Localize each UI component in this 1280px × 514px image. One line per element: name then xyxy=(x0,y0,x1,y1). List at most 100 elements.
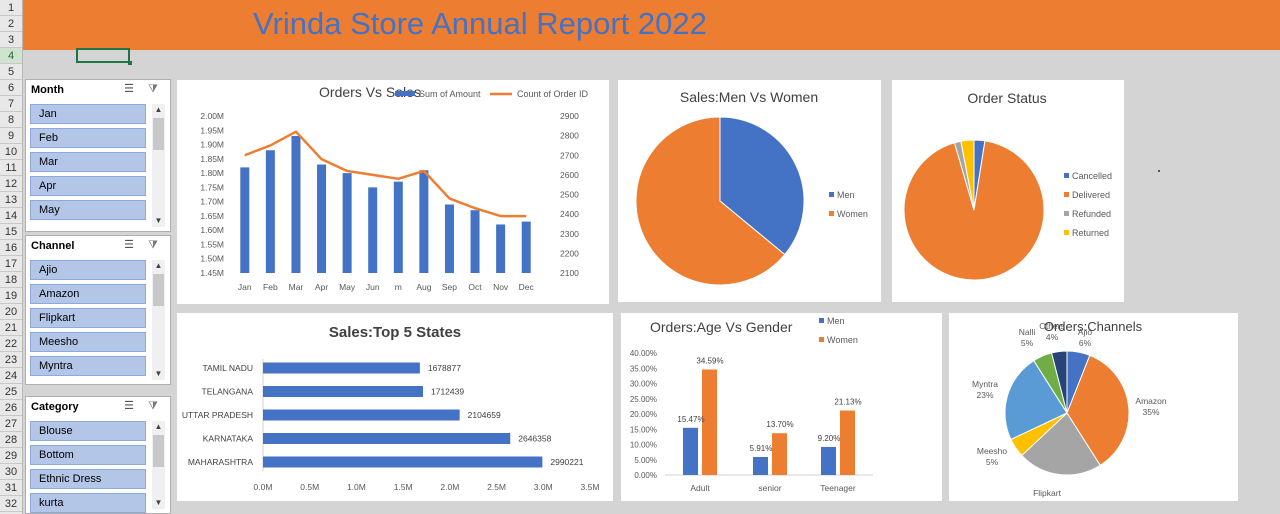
legend-swatch xyxy=(829,211,834,216)
legend-label: Women xyxy=(837,209,868,219)
row-number[interactable]: 15 xyxy=(0,224,22,240)
scroll-up-arrow[interactable]: ▲ xyxy=(154,422,163,431)
x-tick-label: Teenager xyxy=(820,483,856,493)
row-number[interactable]: 25 xyxy=(0,384,22,400)
slicer-scrollbar[interactable]: ▲ ▼ xyxy=(152,104,165,227)
category-slicer[interactable]: Category ☰ ⧩ Blouse Bottom Ethnic Dress kurta ▲… xyxy=(25,396,171,514)
row-number[interactable]: 28 xyxy=(0,432,22,448)
y-left-tick-label: 1.65M xyxy=(200,211,224,221)
row-number[interactable]: 9 xyxy=(0,128,22,144)
row-number[interactable]: 29 xyxy=(0,448,22,464)
x-tick-label: Feb xyxy=(263,282,278,292)
row-number[interactable]: 7 xyxy=(0,96,22,112)
row-number[interactable]: 31 xyxy=(0,480,22,496)
multi-select-icon[interactable]: ☰ xyxy=(124,239,134,251)
scroll-up-arrow[interactable]: ▲ xyxy=(154,105,163,114)
row-number[interactable]: 22 xyxy=(0,336,22,352)
row-number[interactable]: 27 xyxy=(0,416,22,432)
row-number[interactable]: 19 xyxy=(0,288,22,304)
x-tick-label: 0.5M xyxy=(300,482,319,492)
slice-label: Ajio xyxy=(1078,327,1092,337)
row-header-column[interactable]: 1 2 3 4 5 6 7 8 9 10 11 12 13 14 15 16 17 18 19 20 21 22 23 24 2… xyxy=(0,0,23,514)
row-number[interactable]: 21 xyxy=(0,320,22,336)
row-number[interactable]: 16 xyxy=(0,240,22,256)
order-status-panel: Order Status Cancelled Delivered Refunded Re… xyxy=(892,80,1124,302)
row-number[interactable]: 12 xyxy=(0,176,22,192)
clear-filter-icon[interactable]: ⧩ xyxy=(148,239,158,251)
slicer-item-ethnic-dress[interactable]: Ethnic Dress xyxy=(30,469,146,489)
row-number[interactable]: 11 xyxy=(0,160,22,176)
clear-filter-icon[interactable]: ⧩ xyxy=(148,83,158,95)
slicer-item-mar[interactable]: Mar xyxy=(30,152,146,172)
row-number[interactable]: 13 xyxy=(0,192,22,208)
scroll-down-arrow[interactable]: ▼ xyxy=(154,216,163,225)
slicer-item-bottom[interactable]: Bottom xyxy=(30,445,146,465)
channel-slicer[interactable]: Channel ☰ ⧩ Ajio Amazon Flipkart Meesho Myntra ▲… xyxy=(25,235,171,385)
legend-label: Cancelled xyxy=(1072,171,1112,181)
y-right-tick-label: 2900 xyxy=(560,111,579,121)
scroll-thumb[interactable] xyxy=(153,435,164,467)
slicer-item-may[interactable]: May xyxy=(30,200,146,220)
y-tick-label: 5.00% xyxy=(634,456,657,465)
slice-label: Myntra xyxy=(972,379,998,389)
data-label: 1712439 xyxy=(431,387,464,397)
slicer-item-jan[interactable]: Jan xyxy=(30,104,146,124)
row-number[interactable]: 24 xyxy=(0,368,22,384)
row-number[interactable]: 10 xyxy=(0,144,22,160)
row-number[interactable]: 4 xyxy=(0,48,22,64)
month-slicer[interactable]: Month ☰ ⧩ Jan Feb Mar Apr May ▲ ▼ xyxy=(25,79,171,232)
state-bar xyxy=(263,386,423,397)
legend-swatch xyxy=(1064,192,1069,197)
row-number[interactable]: 5 xyxy=(0,64,22,80)
x-tick-label: Apr xyxy=(315,282,328,292)
category-label: KARNATAKA xyxy=(203,434,254,444)
slicer-item-amazon[interactable]: Amazon xyxy=(30,284,146,304)
row-number[interactable]: 18 xyxy=(0,272,22,288)
x-tick-label: Dec xyxy=(519,282,535,292)
row-number[interactable]: 26 xyxy=(0,400,22,416)
x-tick-label: 2.5M xyxy=(487,482,506,492)
scroll-thumb[interactable] xyxy=(153,274,164,306)
sales-bar xyxy=(265,150,275,273)
scroll-down-arrow[interactable]: ▼ xyxy=(154,369,163,378)
slicer-item-apr[interactable]: Apr xyxy=(30,176,146,196)
row-number[interactable]: 1 xyxy=(0,0,22,16)
scroll-thumb[interactable] xyxy=(153,118,164,150)
report-banner: Vrinda Store Annual Report 2022 xyxy=(23,0,1280,50)
slicer-item-feb[interactable]: Feb xyxy=(30,128,146,148)
row-number[interactable]: 8 xyxy=(0,112,22,128)
men-bar xyxy=(821,446,836,475)
row-number[interactable]: 32 xyxy=(0,496,22,512)
row-number[interactable]: 20 xyxy=(0,304,22,320)
order-status-chart: Order Status Cancelled Delivered Refunded Re… xyxy=(903,90,1112,281)
x-tick-label: 3.0M xyxy=(534,482,553,492)
legend-label: Women xyxy=(827,335,858,345)
row-number[interactable]: 17 xyxy=(0,256,22,272)
clear-filter-icon[interactable]: ⧩ xyxy=(148,400,158,412)
slicer-item-meesho[interactable]: Meesho xyxy=(30,332,146,352)
slicer-item-kurta[interactable]: kurta xyxy=(30,493,146,513)
sales-men-women-chart: Sales:Men Vs Women Men Women xyxy=(635,89,868,286)
multi-select-icon[interactable]: ☰ xyxy=(124,400,134,412)
row-number[interactable]: 30 xyxy=(0,464,22,480)
slicer-item-myntra[interactable]: Myntra xyxy=(30,356,146,376)
row-number[interactable]: 23 xyxy=(0,352,22,368)
row-number[interactable]: 3 xyxy=(0,32,22,48)
multi-select-icon[interactable]: ☰ xyxy=(124,83,134,95)
row-number[interactable]: 6 xyxy=(0,80,22,96)
slicer-item-flipkart[interactable]: Flipkart xyxy=(30,308,146,328)
x-tick-label: Adult xyxy=(690,483,710,493)
y-tick-label: 0.00% xyxy=(634,471,657,480)
scroll-up-arrow[interactable]: ▲ xyxy=(154,261,163,270)
row-number[interactable]: 14 xyxy=(0,208,22,224)
slicer-scrollbar[interactable]: ▲ ▼ xyxy=(152,421,165,509)
sales-bar xyxy=(470,210,480,273)
active-cell-selection[interactable] xyxy=(76,48,132,65)
slicer-item-ajio[interactable]: Ajio xyxy=(30,260,146,280)
slicer-scrollbar[interactable]: ▲ ▼ xyxy=(152,260,165,380)
slicer-item-blouse[interactable]: Blouse xyxy=(30,421,146,441)
legend-swatch xyxy=(395,91,415,96)
row-number[interactable]: 2 xyxy=(0,16,22,32)
scroll-down-arrow[interactable]: ▼ xyxy=(154,498,163,507)
